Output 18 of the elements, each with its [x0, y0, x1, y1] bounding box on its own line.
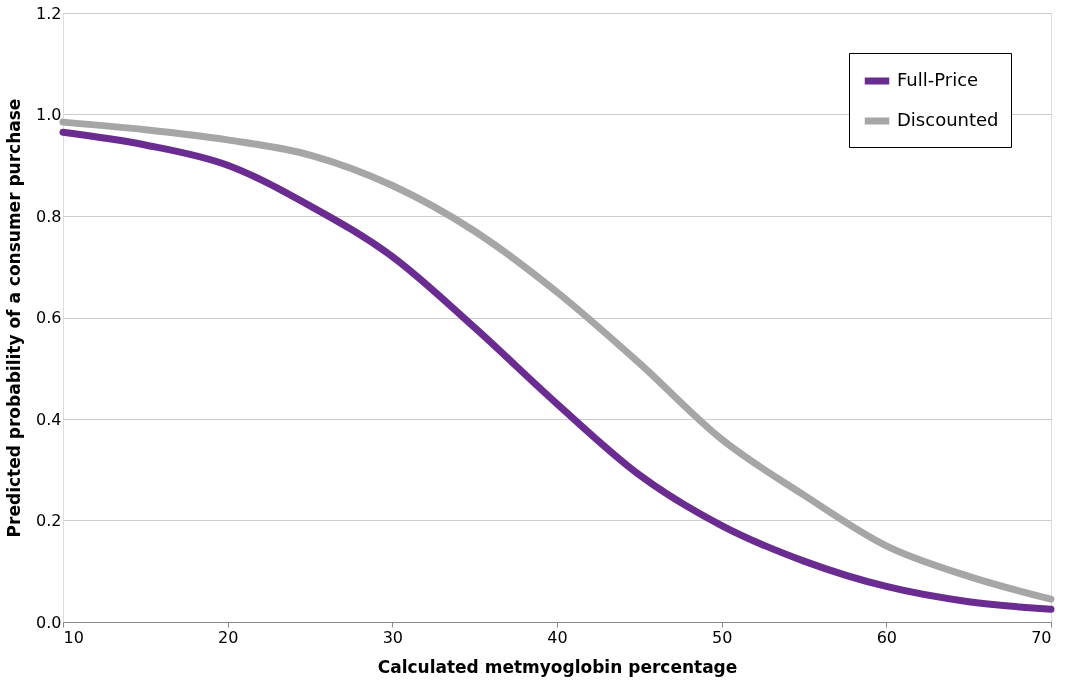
x-tick-label: 70	[1031, 627, 1052, 647]
x-tick-label: 60	[876, 627, 898, 647]
y-tick-label: 0.6	[36, 308, 62, 327]
x-tick-label: 40	[547, 627, 568, 647]
legend-label: Discounted	[897, 109, 999, 130]
y-tick-label: 0.0	[36, 612, 62, 632]
x-tick-label: 10	[63, 627, 84, 647]
x-axis-title: Calculated metmyoglobin percentage	[377, 656, 738, 677]
x-tick-label: 20	[217, 627, 239, 647]
legend-label: Full-Price	[897, 69, 979, 90]
y-tick-label: 0.4	[36, 409, 62, 429]
y-axis-title: Predicted probability of a consumer purchase	[4, 98, 25, 538]
x-tick-label: 50	[711, 627, 733, 647]
y-tick-label: 0.2	[36, 511, 62, 530]
y-tick-label: 1.0	[36, 105, 62, 124]
y-tick-label: 0.8	[36, 206, 62, 226]
y-tick-label: 1.2	[36, 3, 62, 23]
x-tick-label: 30	[382, 627, 404, 647]
